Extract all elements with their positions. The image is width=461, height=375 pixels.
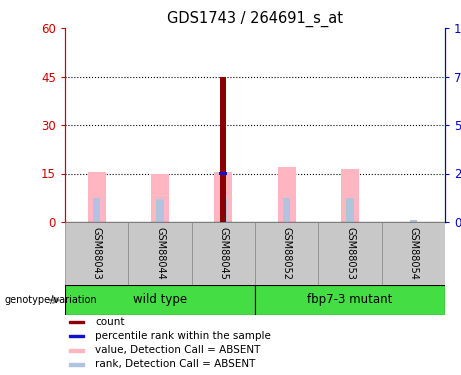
Text: count: count [95, 317, 125, 327]
Bar [278, 167, 296, 222]
Text: GSM88054: GSM88054 [408, 227, 418, 280]
Bar [69, 349, 84, 351]
Bar [69, 335, 84, 338]
Bar [156, 200, 164, 222]
Bar [65, 222, 128, 285]
Bar [65, 285, 255, 315]
Bar [220, 76, 226, 222]
Bar [219, 198, 227, 222]
Bar [255, 222, 319, 285]
Text: GSM88052: GSM88052 [282, 227, 292, 280]
Bar [192, 222, 255, 285]
Text: fbp7-3 mutant: fbp7-3 mutant [307, 294, 393, 306]
Bar [319, 222, 382, 285]
Bar [382, 222, 445, 285]
Bar [128, 222, 192, 285]
Text: value, Detection Call = ABSENT: value, Detection Call = ABSENT [95, 345, 261, 355]
Bar [341, 169, 359, 222]
Text: percentile rank within the sample: percentile rank within the sample [95, 331, 271, 341]
Title: GDS1743 / 264691_s_at: GDS1743 / 264691_s_at [167, 10, 343, 27]
Bar [346, 198, 354, 222]
Bar [409, 220, 417, 222]
Bar [151, 174, 169, 222]
Bar [88, 172, 106, 222]
Bar [283, 198, 290, 222]
Text: GSM88043: GSM88043 [92, 227, 102, 280]
Text: wild type: wild type [133, 294, 187, 306]
Bar [255, 285, 445, 315]
Bar [69, 321, 84, 323]
Text: rank, Detection Call = ABSENT: rank, Detection Call = ABSENT [95, 359, 256, 369]
Bar [219, 172, 227, 175]
Text: GSM88053: GSM88053 [345, 227, 355, 280]
Bar [214, 172, 232, 222]
Text: genotype/variation: genotype/variation [5, 295, 97, 305]
Text: GSM88045: GSM88045 [219, 227, 228, 280]
Text: GSM88044: GSM88044 [155, 227, 165, 280]
Bar [93, 198, 100, 222]
Bar [69, 363, 84, 366]
